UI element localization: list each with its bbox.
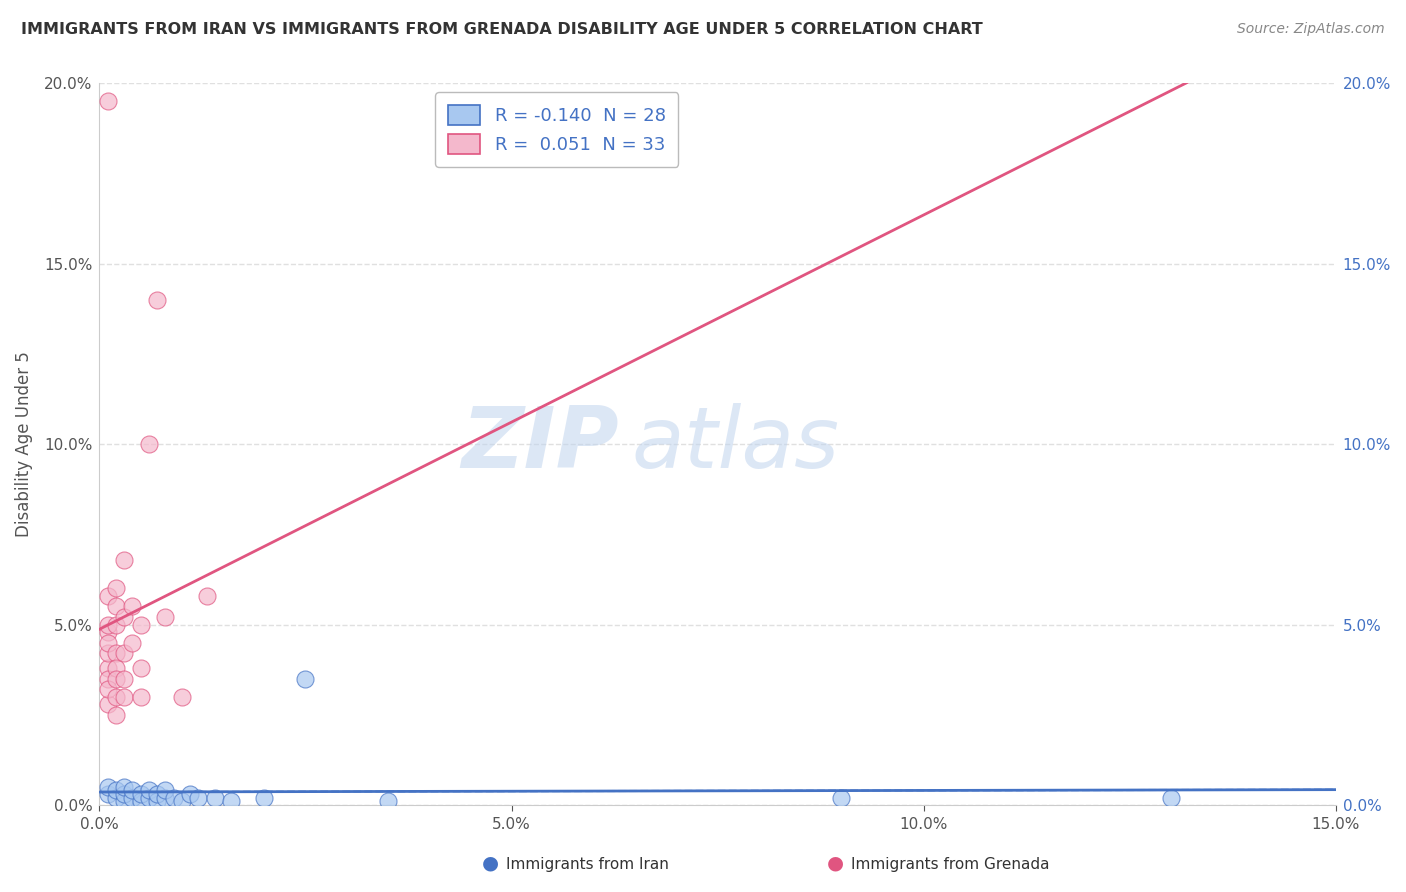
Point bbox=[112, 787, 135, 801]
Point bbox=[97, 589, 120, 603]
Point bbox=[112, 552, 135, 566]
Point bbox=[112, 610, 135, 624]
Text: Immigrants from Grenada: Immigrants from Grenada bbox=[851, 857, 1049, 872]
Point bbox=[97, 787, 120, 801]
Point bbox=[155, 783, 177, 797]
Point bbox=[162, 790, 184, 805]
Point bbox=[97, 661, 120, 675]
Legend: R = -0.140  N = 28, R =  0.051  N = 33: R = -0.140 N = 28, R = 0.051 N = 33 bbox=[436, 93, 679, 167]
Point bbox=[104, 783, 127, 797]
Point bbox=[97, 624, 120, 639]
Point bbox=[294, 672, 316, 686]
Point bbox=[155, 610, 177, 624]
Point bbox=[146, 293, 169, 307]
Point bbox=[179, 787, 201, 801]
Point bbox=[121, 599, 143, 614]
Text: ●: ● bbox=[827, 854, 844, 872]
Text: ZIP: ZIP bbox=[461, 402, 619, 485]
Point bbox=[155, 790, 177, 805]
Point bbox=[121, 790, 143, 805]
Point bbox=[204, 790, 226, 805]
Point bbox=[97, 617, 120, 632]
Point bbox=[121, 783, 143, 797]
Point bbox=[129, 787, 152, 801]
Point bbox=[146, 787, 169, 801]
Y-axis label: Disability Age Under 5: Disability Age Under 5 bbox=[15, 351, 32, 537]
Point bbox=[112, 690, 135, 704]
Point bbox=[138, 783, 160, 797]
Point bbox=[112, 647, 135, 661]
Point bbox=[112, 780, 135, 794]
Point bbox=[221, 794, 243, 808]
Point bbox=[138, 790, 160, 805]
Point bbox=[1160, 790, 1182, 805]
Point bbox=[112, 794, 135, 808]
Point bbox=[97, 647, 120, 661]
Text: ●: ● bbox=[482, 854, 499, 872]
Point bbox=[104, 690, 127, 704]
Point bbox=[121, 635, 143, 649]
Point bbox=[104, 661, 127, 675]
Point bbox=[104, 790, 127, 805]
Point bbox=[104, 647, 127, 661]
Point bbox=[195, 589, 218, 603]
Point bbox=[97, 635, 120, 649]
Point bbox=[170, 690, 193, 704]
Text: IMMIGRANTS FROM IRAN VS IMMIGRANTS FROM GRENADA DISABILITY AGE UNDER 5 CORRELATI: IMMIGRANTS FROM IRAN VS IMMIGRANTS FROM … bbox=[21, 22, 983, 37]
Point bbox=[97, 672, 120, 686]
Point bbox=[129, 661, 152, 675]
Point bbox=[97, 780, 120, 794]
Point bbox=[129, 617, 152, 632]
Point bbox=[138, 437, 160, 451]
Point bbox=[830, 790, 852, 805]
Point bbox=[146, 794, 169, 808]
Point bbox=[97, 95, 120, 109]
Point bbox=[104, 707, 127, 722]
Text: Immigrants from Iran: Immigrants from Iran bbox=[506, 857, 669, 872]
Point bbox=[104, 599, 127, 614]
Point bbox=[104, 672, 127, 686]
Point bbox=[97, 697, 120, 711]
Point bbox=[104, 582, 127, 596]
Point bbox=[112, 672, 135, 686]
Point bbox=[129, 794, 152, 808]
Point bbox=[104, 617, 127, 632]
Point bbox=[170, 794, 193, 808]
Point bbox=[253, 790, 276, 805]
Text: atlas: atlas bbox=[631, 402, 839, 485]
Text: Source: ZipAtlas.com: Source: ZipAtlas.com bbox=[1237, 22, 1385, 37]
Point bbox=[97, 682, 120, 697]
Point bbox=[129, 690, 152, 704]
Point bbox=[187, 790, 209, 805]
Point bbox=[377, 794, 399, 808]
